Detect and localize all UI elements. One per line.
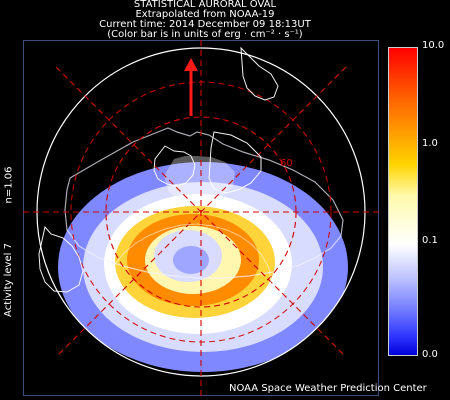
greenland-outline bbox=[164, 156, 235, 205]
arctic-island-outline bbox=[240, 46, 279, 101]
map-title: STATISTICAL AURORAL OVAL bbox=[133, 0, 277, 10]
arrow-up-icon bbox=[184, 58, 198, 71]
map-subtitle: Extrapolated from NOAA-19 bbox=[135, 9, 275, 20]
meridian-diagonal-2 bbox=[55, 66, 347, 358]
current-time: Current time: 2014 December 09 18:13UT bbox=[99, 19, 311, 30]
auroral-inner-cap bbox=[173, 246, 209, 274]
n-value-label: n=1.06 bbox=[3, 166, 15, 204]
chart-header: STATISTICAL AURORAL OVAL Extrapolated fr… bbox=[0, 0, 410, 40]
credit-text: NOAA Space Weather Prediction Center bbox=[229, 383, 427, 394]
colorbar-label-min: 0.0 bbox=[422, 349, 438, 360]
auroral-oval-map: 60 bbox=[23, 40, 379, 396]
latitude-label-60: 60 bbox=[280, 158, 293, 169]
color-bar bbox=[388, 47, 418, 356]
north-landmass-outline bbox=[208, 131, 262, 194]
west-coast-outline bbox=[38, 225, 84, 293]
longitude-grid bbox=[23, 40, 379, 396]
central-coast-outline bbox=[153, 145, 196, 187]
inner-oval-coastline bbox=[108, 223, 272, 330]
colorbar-label-high: 1.0 bbox=[422, 138, 438, 149]
colorbar-label-mid: 0.1 bbox=[422, 235, 438, 246]
colorbar-label-max: 10.0 bbox=[422, 40, 445, 51]
coastlines bbox=[38, 46, 279, 330]
sun-direction-arrow bbox=[184, 58, 198, 116]
units-note: (Color bar is in units of erg · cm⁻² · s… bbox=[107, 29, 303, 40]
activity-level-label: Activity level 7 bbox=[3, 243, 14, 317]
